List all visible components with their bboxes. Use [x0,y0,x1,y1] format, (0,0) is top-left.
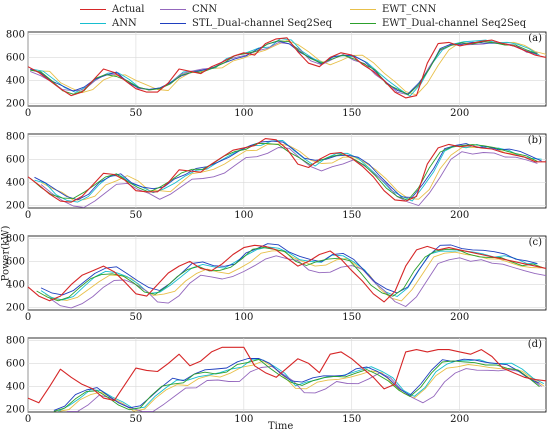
y-tick-label: 200 [6,99,25,110]
x-tick-label: 0 [25,210,31,221]
series-line-actual [27,37,547,99]
x-tick-label: 50 [130,108,143,119]
x-tick-label: 150 [342,210,361,221]
legend-swatch-ann [80,23,106,24]
x-tick-label: 150 [342,312,361,323]
legend-item-ann: ANN [80,18,137,29]
legend-label-stl: STL_Dual-channel Seq2Seq [192,18,333,29]
legend-item-cnn: CNN [160,4,217,15]
legend-swatch-actual [80,9,106,10]
y-tick-label: 600 [6,52,25,63]
y-tick-label: 800 [6,335,25,346]
y-tick-label: 400 [6,178,25,189]
x-tick-label: 200 [450,108,469,119]
panel-frame [27,337,547,413]
x-tick-label: 0 [25,108,31,119]
legend-item-stl: STL_Dual-channel Seq2Seq [160,18,332,29]
legend: Actual CNN EWT_CNN ANN STL_Dual-channel … [0,0,550,36]
panel-frame [27,235,547,311]
series-line-stl-dual-channel-seq2seq [40,243,538,296]
legend-item-ewt-seq2seq: EWT_Dual-channel Seq2Seq [350,18,526,29]
series-line-ewt-dual-channel-seq2seq [53,358,540,412]
legend-label-ewt-seq2seq: EWT_Dual-channel Seq2Seq [382,18,527,29]
legend-label-ann: ANN [112,18,137,29]
x-tick-label: 100 [234,414,253,425]
x-tick-label: 150 [342,108,361,119]
series-line-actual [27,138,546,203]
legend-swatch-ewt-cnn [350,9,376,10]
x-tick-label: 150 [342,414,361,425]
legend-swatch-cnn [160,9,186,10]
y-tick-label: 200 [6,405,25,416]
y-tick-label: 600 [6,256,25,267]
series-line-stl-dual-channel-seq2seq [53,358,540,411]
legend-item-actual: Actual [80,4,144,15]
y-tick-label: 800 [6,233,25,244]
x-tick-label: 0 [25,414,31,425]
x-tick-label: 100 [234,210,253,221]
x-tick-label: 0 [25,312,31,323]
series-line-ann [40,246,538,301]
series-line-actual [27,244,547,303]
series-line-stl-dual-channel-seq2seq [34,140,542,201]
legend-label-cnn: CNN [192,4,218,15]
legend-label-ewt-cnn: EWT_CNN [382,4,437,15]
x-tick-label: 200 [450,210,469,221]
x-tick-label: 50 [130,210,143,221]
y-tick-label: 200 [6,303,25,314]
panel-label: (c) [529,237,543,248]
panel-label: (b) [528,135,542,146]
series-line-ewt-cnn [40,143,538,201]
x-axis-label: Time [268,421,294,432]
y-tick-label: 400 [6,76,25,87]
legend-label-actual: Actual [112,4,145,15]
series-line-cnn [66,365,542,412]
x-tick-label: 200 [450,414,469,425]
x-tick-label: 200 [450,312,469,323]
legend-swatch-ewt-seq2seq [350,23,376,24]
series-line-cnn [49,255,547,309]
x-tick-label: 100 [234,312,253,323]
x-tick-label: 50 [130,414,143,425]
panel-label: (a) [528,33,542,44]
y-tick-label: 200 [6,201,25,212]
series-line-ewt-dual-channel-seq2seq [30,40,538,96]
y-tick-label: 600 [6,154,25,165]
legend-item-ewt-cnn: EWT_CNN [350,4,436,15]
series-line-cnn [40,147,538,208]
y-tick-label: 400 [6,382,25,393]
panel-label: (d) [528,339,542,350]
y-tick-label: 800 [6,29,25,40]
series-line-actual [27,346,547,404]
y-tick-label: 600 [6,358,25,369]
y-tick-label: 800 [6,131,25,142]
legend-swatch-stl [160,23,186,24]
y-tick-label: 400 [6,280,25,291]
x-tick-label: 50 [130,312,143,323]
x-tick-label: 100 [234,108,253,119]
